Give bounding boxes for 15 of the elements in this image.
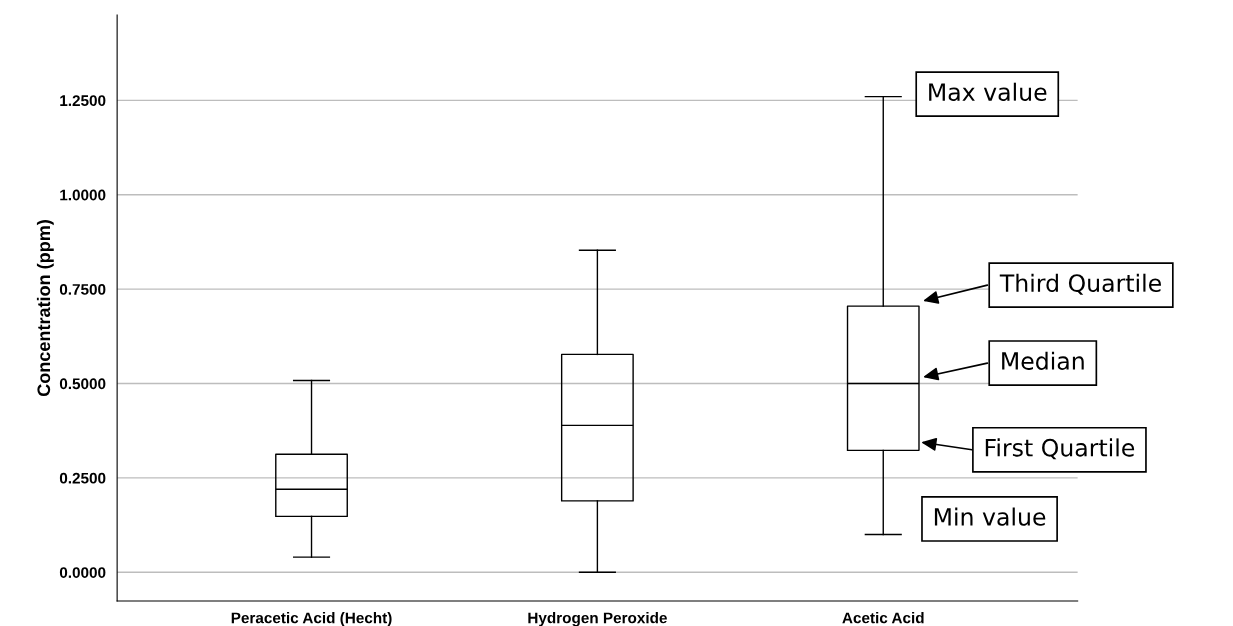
y-tick-label: 0.0000 [59,567,106,578]
annotation: First Quartile [985,438,1135,460]
annotation: Max value [929,82,1047,101]
annotation: Min value [934,507,1046,526]
x-tick-label: Hydrogen Peroxide [528,612,667,626]
y-tick-label: 0.7500 [59,283,106,295]
y-tick-label: 1.2500 [60,95,106,107]
x-tick-label: Peracetic Acid (Hecht) [231,612,392,626]
y-tick-label: 0.2500 [59,472,106,484]
y-axis-title: Concentration (ppm) [36,220,54,397]
annotation: Third Quartile [999,273,1161,295]
y-tick-label: 1.0000 [60,189,106,201]
y-tick-label: 0.5000 [59,378,106,390]
annotation: Median [1002,351,1084,370]
x-tick-label: Acetic Acid [842,612,924,624]
